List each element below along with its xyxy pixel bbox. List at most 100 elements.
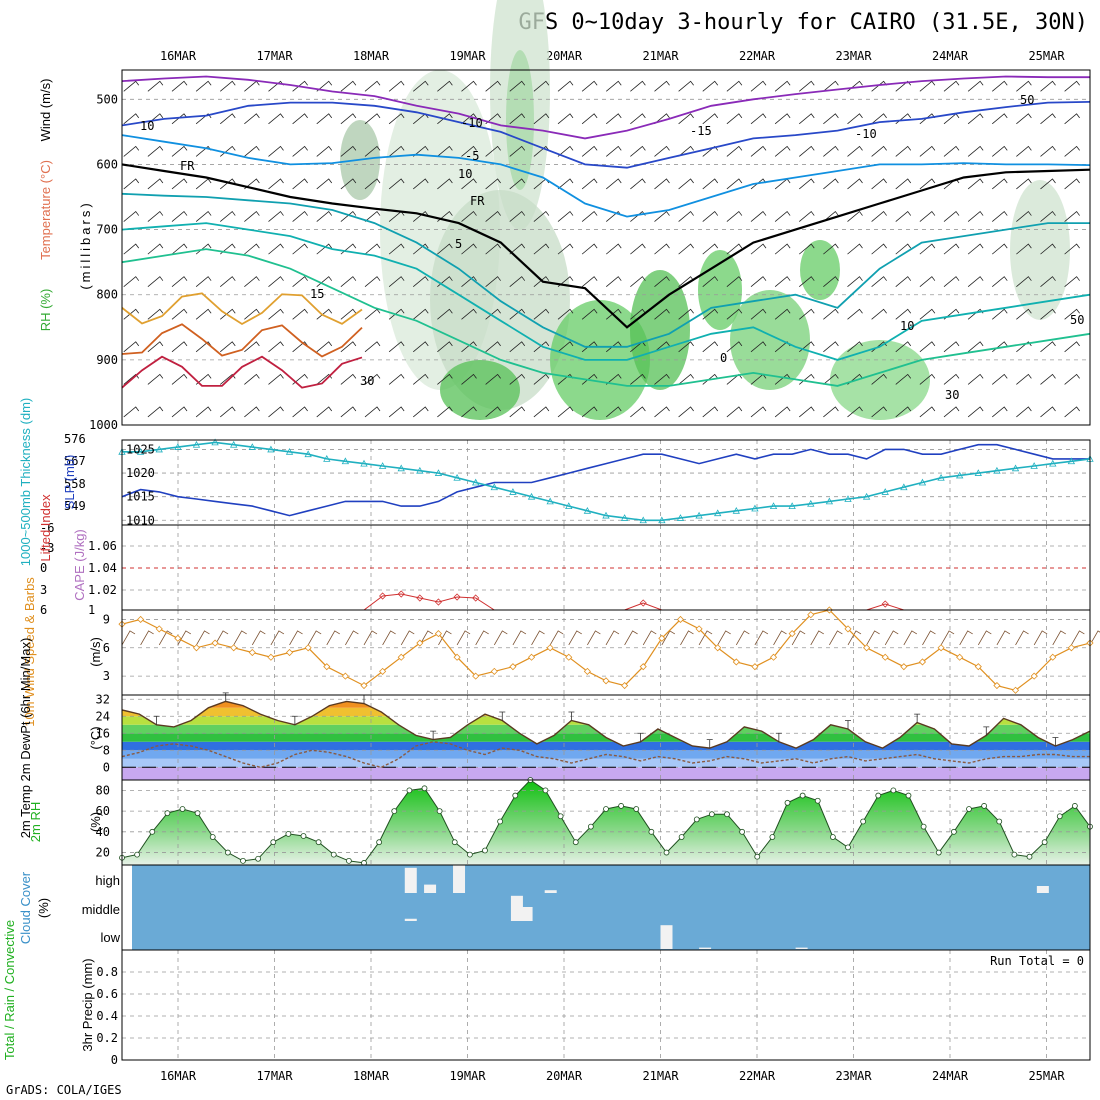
wind-barb: [388, 373, 405, 385]
cloud-bar: [510, 895, 523, 921]
minmax-whisker: [430, 730, 437, 740]
wind-barb: [1064, 276, 1080, 288]
wind-marker: [863, 644, 871, 652]
wind-barb: [702, 406, 719, 418]
wind-barb: [316, 406, 333, 418]
wind-barb: [1016, 276, 1032, 288]
wind-barb: [340, 276, 357, 288]
contour-label: FR: [470, 194, 485, 208]
wind-barb: [630, 80, 646, 92]
thickness-marker: [211, 438, 219, 446]
rh-marker: [739, 828, 746, 835]
wind-barb: [654, 276, 670, 288]
cape-marker: [397, 590, 405, 598]
wind-barb: [1016, 80, 1032, 92]
wind-barb: [388, 178, 405, 190]
rh-marker: [542, 787, 549, 794]
series-line: [122, 441, 1091, 522]
rh-marker: [587, 823, 594, 830]
cloud-bar: [1036, 886, 1049, 893]
wind-barb: [364, 113, 381, 125]
wind-barb: [437, 80, 453, 92]
wind-barb: [1064, 308, 1080, 320]
wind-barb: [581, 178, 598, 190]
wind-barb: [533, 406, 550, 418]
wind-barb: [364, 373, 381, 385]
temp-tick: 16: [96, 726, 110, 740]
wind-barb: [750, 113, 767, 125]
wind-barb: [1040, 308, 1056, 320]
wind-barb: [798, 210, 815, 222]
thickness-marker: [993, 466, 1001, 474]
wind-barb: [340, 341, 357, 353]
wind-barb: [533, 243, 550, 255]
wind-barb: [1016, 145, 1032, 157]
cape-marker: [379, 592, 387, 600]
temp-tick: 8: [103, 743, 110, 757]
wind-barb: [991, 145, 1008, 157]
wind-barb: [437, 113, 453, 125]
cloud-bar: [544, 890, 557, 893]
wind-barb: [678, 145, 694, 157]
rh-marker: [996, 818, 1003, 825]
wind-barb: [774, 243, 791, 255]
thickness-tick: 567: [64, 454, 86, 468]
rh-marker: [814, 797, 821, 804]
temp2m-unit: (°C): [88, 726, 103, 749]
wind-barb: [140, 630, 154, 646]
temp-tick: 24: [96, 709, 110, 723]
wind-barb: [568, 630, 582, 646]
rh-marker: [920, 823, 927, 830]
wind-barb: [485, 276, 501, 288]
precip-tick: 0.4: [96, 1009, 118, 1023]
temp-band: [122, 767, 1090, 780]
cloud-unit: (%): [36, 898, 51, 918]
wind-barb: [654, 341, 670, 353]
temp-band: [122, 758, 1090, 768]
wind-barb: [171, 178, 188, 190]
date-label-bottom: 23MAR: [835, 1069, 872, 1083]
wind-barb: [871, 406, 887, 418]
wind-barb: [195, 406, 212, 418]
wind-barb: [895, 178, 912, 190]
rh-tick: 40: [96, 825, 110, 839]
rh-marker: [663, 849, 670, 856]
contour-label: 15: [310, 287, 324, 301]
cape-tick: 1: [88, 603, 95, 617]
wind-barb: [461, 80, 477, 92]
wind-barb: [750, 406, 767, 418]
date-label-top: 16MAR: [160, 49, 197, 63]
wind-barb: [485, 243, 501, 255]
wind-barb: [244, 406, 260, 418]
rh-contour-label: 50: [1070, 313, 1084, 327]
wind-barb: [292, 308, 308, 320]
wind-barb: [340, 80, 357, 92]
wind-barb: [1040, 373, 1056, 385]
wind-barb: [388, 406, 405, 418]
wind-barb: [388, 308, 405, 320]
wind-barb: [123, 341, 140, 353]
temp-line: [121, 700, 1091, 749]
wind-barb: [400, 630, 415, 646]
wind-barb: [991, 373, 1008, 385]
wind-barb: [581, 341, 598, 353]
wind-barb: [244, 341, 260, 353]
wind-barb: [509, 308, 526, 320]
thickness-marker: [509, 488, 517, 495]
rh-marker: [754, 853, 761, 860]
rh-marker: [134, 851, 141, 858]
cloud-bar: [660, 925, 673, 949]
wind-barb: [292, 373, 308, 385]
rh-shading: [730, 290, 810, 390]
wind-barb: [678, 80, 694, 92]
precip-tick: 0.6: [96, 987, 118, 1001]
wind-barb: [1016, 341, 1032, 353]
wind-marker: [937, 644, 945, 652]
wind-barb: [233, 630, 247, 646]
wind-marker: [639, 663, 647, 671]
wind-barb: [967, 341, 984, 353]
wind-barb: [244, 113, 260, 125]
wind-marker: [379, 667, 387, 675]
thickness-marker: [323, 455, 331, 462]
rh-marker: [330, 851, 337, 858]
